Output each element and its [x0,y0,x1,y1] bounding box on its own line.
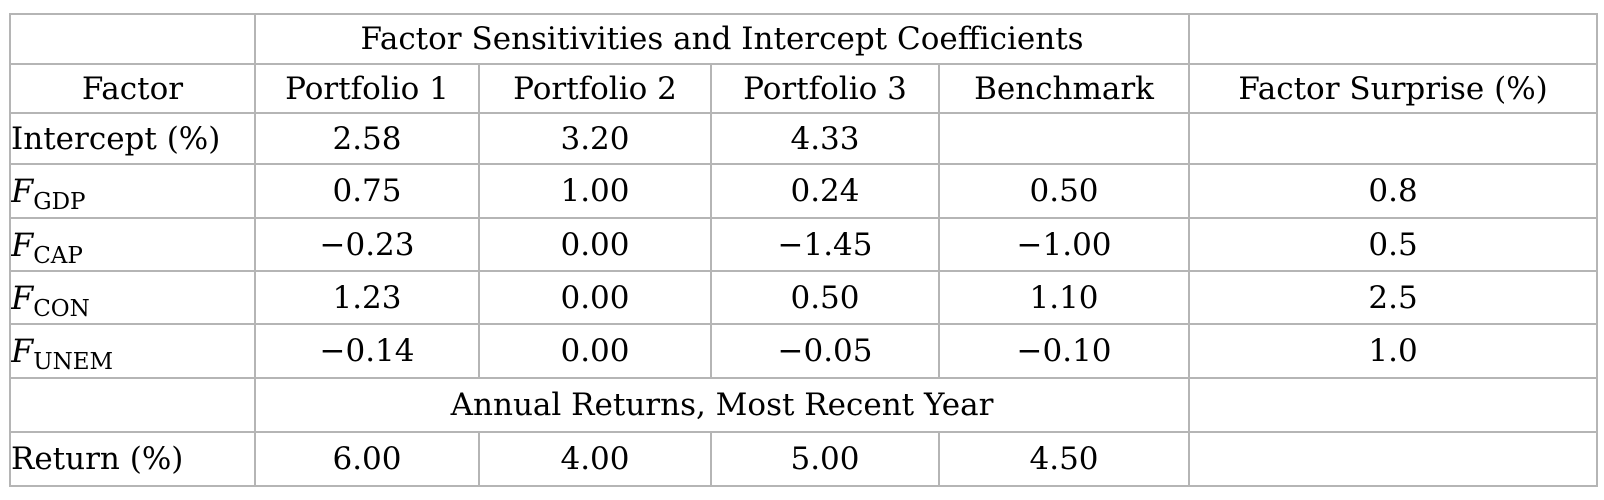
factor-symbol: F [11,172,34,210]
value-cell: 0.5 [1188,217,1599,272]
column-header-factor: Factor [9,63,256,114]
column-header-factor-surprise: Factor Surprise (%) [1188,63,1599,114]
value-cell: 1.10 [937,270,1191,325]
span-header-bottom: Annual Returns, Most Recent Year [253,377,1191,433]
value-cell: 0.00 [478,323,712,379]
row-label-fcon: FCON [9,270,256,325]
value-cell: 0.8 [1188,163,1599,219]
table-row-funem: FUNEM −0.14 0.00 −0.05 −0.10 1.0 [9,323,1599,379]
value-cell: 5.00 [710,431,940,487]
value-cell: 1.23 [254,270,480,325]
value-cell: 1.0 [1188,323,1599,379]
value-cell: −0.05 [710,323,940,379]
table-row-fcap: FCAP −0.23 0.00 −1.45 −1.00 0.5 [9,217,1599,272]
column-header-portfolio-2: Portfolio 2 [478,63,712,114]
value-cell: 4.00 [478,431,712,487]
table-row: Annual Returns, Most Recent Year [9,377,1599,433]
factor-symbol: F [11,278,34,317]
value-cell: 0.50 [937,163,1191,219]
value-cell: 0.50 [710,270,940,325]
value-cell: −1.00 [937,217,1191,272]
value-cell: 0.75 [254,163,480,219]
column-header-portfolio-3: Portfolio 3 [710,63,940,114]
empty-cell [1188,377,1599,433]
column-header-benchmark: Benchmark [937,63,1191,114]
factor-subscript: CON [33,295,90,322]
column-header-portfolio-1: Portfolio 1 [254,63,480,114]
value-cell: −0.10 [937,323,1191,379]
table-row-fcon: FCON 1.23 0.00 0.50 1.10 2.5 [9,270,1599,325]
value-cell: 4.50 [937,431,1191,487]
value-cell: 4.33 [710,112,940,165]
value-cell: 3.20 [478,112,712,165]
value-cell: 1.00 [478,163,712,219]
factor-subscript: CAP [33,242,83,269]
row-label-intercept: Intercept (%) [9,112,256,165]
factor-symbol: F [11,332,34,370]
row-label-fcap: FCAP [9,217,256,272]
empty-cell [9,377,256,433]
value-cell: 0.24 [710,163,940,219]
row-label-fgdp: FGDP [9,163,256,219]
table-row-return: Return (%) 6.00 4.00 5.00 4.50 [9,431,1599,487]
row-label-funem: FUNEM [9,323,256,379]
span-header-top: Factor Sensitivities and Intercept Coeff… [253,13,1191,65]
value-cell: 0.00 [478,217,712,272]
value-cell [1188,431,1599,487]
value-cell: 0.00 [478,270,712,325]
empty-cell [1188,13,1599,65]
value-cell: 6.00 [254,431,480,487]
value-cell: −1.45 [710,217,940,272]
value-cell: 2.58 [254,112,480,165]
value-cell [1188,112,1599,165]
value-cell: −0.23 [254,217,480,272]
factor-subscript: GDP [33,189,86,215]
factor-sensitivities-table: Factor Sensitivities and Intercept Coeff… [9,13,1599,487]
value-cell [937,112,1191,165]
empty-cell [9,13,256,65]
factor-symbol: F [11,225,34,264]
table-row-fgdp: FGDP 0.75 1.00 0.24 0.50 0.8 [9,163,1599,219]
table-row: Factor Sensitivities and Intercept Coeff… [9,13,1599,65]
table-row-intercept: Intercept (%) 2.58 3.20 4.33 [9,112,1599,165]
value-cell: 2.5 [1188,270,1599,325]
value-cell: −0.14 [254,323,480,379]
row-label-return: Return (%) [9,431,256,487]
table-header-row: Factor Portfolio 1 Portfolio 2 Portfolio… [9,63,1599,114]
factor-subscript: UNEM [33,349,114,375]
